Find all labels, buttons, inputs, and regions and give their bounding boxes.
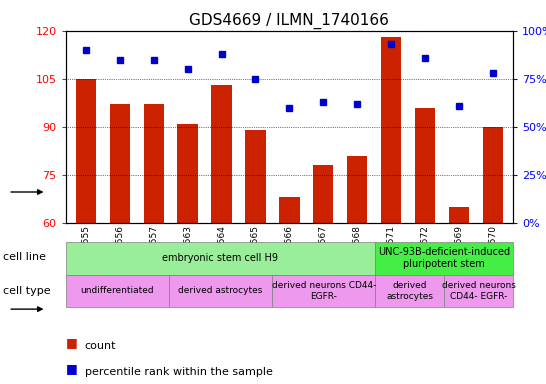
- Bar: [177, 124, 198, 223]
- Bar: [347, 156, 367, 223]
- Bar: [272, 275, 376, 307]
- Bar: [381, 37, 401, 223]
- Bar: [144, 104, 164, 223]
- Bar: [66, 275, 169, 307]
- Bar: [415, 108, 435, 223]
- Text: ■: ■: [66, 362, 78, 376]
- Title: GDS4669 / ILMN_1740166: GDS4669 / ILMN_1740166: [189, 13, 389, 29]
- Text: derived neurons
CD44- EGFR-: derived neurons CD44- EGFR-: [442, 281, 516, 301]
- Bar: [449, 207, 469, 223]
- Text: derived
astrocytes: derived astrocytes: [387, 281, 434, 301]
- Text: cell type: cell type: [3, 286, 50, 296]
- Bar: [279, 197, 300, 223]
- Text: undifferentiated: undifferentiated: [80, 286, 154, 295]
- Text: derived neurons CD44-
EGFR-: derived neurons CD44- EGFR-: [271, 281, 376, 301]
- Text: embryonic stem cell H9: embryonic stem cell H9: [163, 253, 278, 263]
- Bar: [313, 165, 334, 223]
- Text: cell line: cell line: [3, 252, 46, 262]
- Bar: [76, 79, 96, 223]
- Bar: [110, 104, 130, 223]
- Bar: [444, 275, 513, 307]
- Text: percentile rank within the sample: percentile rank within the sample: [85, 367, 272, 377]
- Bar: [483, 127, 503, 223]
- Bar: [376, 275, 444, 307]
- Text: UNC-93B-deficient-induced
pluripotent stem: UNC-93B-deficient-induced pluripotent st…: [378, 247, 511, 269]
- Bar: [169, 275, 272, 307]
- Text: count: count: [85, 341, 116, 351]
- Bar: [66, 242, 376, 275]
- Bar: [376, 242, 513, 275]
- Text: derived astrocytes: derived astrocytes: [179, 286, 263, 295]
- Text: ■: ■: [66, 336, 78, 349]
- Bar: [245, 130, 266, 223]
- Bar: [211, 85, 232, 223]
